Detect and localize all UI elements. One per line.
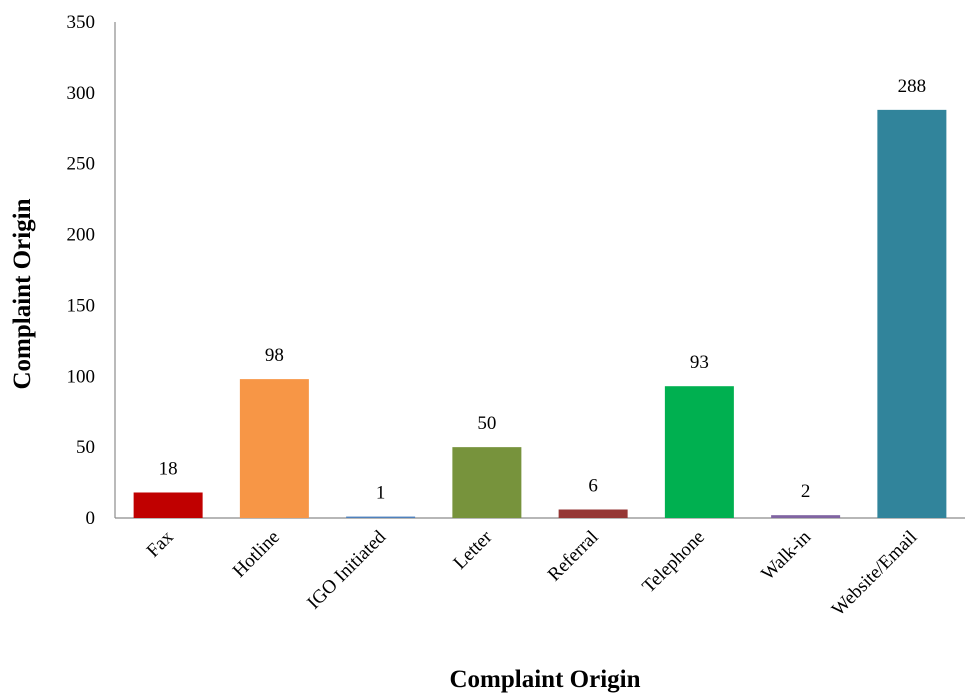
bar-3 <box>452 447 522 518</box>
x-category-label: Walk-in <box>757 526 815 584</box>
y-axis-title: Complaint Origin <box>9 198 36 389</box>
x-axis-category-labels: Fax Hotline IGO Initiated Letter Referral Tel… <box>143 526 922 620</box>
bar-6 <box>771 515 841 518</box>
data-labels: 18 98 1 50 6 93 2 288 <box>159 76 927 504</box>
y-axis-ticks: 0 50 100 150 200 250 300 350 <box>67 12 96 529</box>
bar-5 <box>664 386 734 518</box>
data-label: 288 <box>898 76 927 97</box>
bar-0 <box>133 492 203 518</box>
x-category-label: Fax <box>143 526 178 561</box>
data-label: 98 <box>265 345 284 366</box>
data-label: 93 <box>690 352 709 373</box>
data-label: 1 <box>376 483 386 504</box>
y-tick-label: 300 <box>67 83 96 104</box>
x-category-label: Website/Email <box>828 527 922 621</box>
x-category-label: IGO Initiated <box>303 526 390 613</box>
x-category-label: Referral <box>544 527 603 586</box>
y-tick-label: 100 <box>67 366 96 387</box>
x-category-label: Letter <box>449 526 496 573</box>
bar-4 <box>558 509 628 518</box>
y-tick-label: 50 <box>76 437 95 458</box>
data-label: 50 <box>477 413 496 434</box>
y-tick-label: 0 <box>86 508 96 529</box>
data-label: 2 <box>801 481 811 502</box>
bar-2 <box>346 516 416 518</box>
y-tick-label: 150 <box>67 295 96 316</box>
data-label: 18 <box>159 458 178 479</box>
x-axis-title: Complaint Origin <box>450 666 641 693</box>
y-tick-label: 350 <box>67 12 96 33</box>
y-tick-label: 200 <box>67 225 96 246</box>
bar-1 <box>239 379 309 518</box>
bars <box>133 109 947 518</box>
bar-7 <box>877 109 947 518</box>
x-category-label: Hotline <box>229 527 284 582</box>
y-tick-label: 250 <box>67 154 96 175</box>
x-category-label: Telephone <box>638 527 709 598</box>
data-label: 6 <box>588 475 598 496</box>
